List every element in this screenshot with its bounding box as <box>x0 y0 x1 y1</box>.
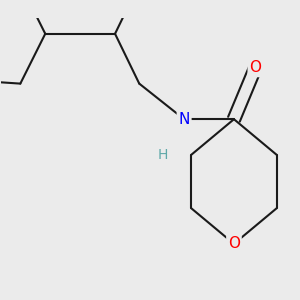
Text: H: H <box>158 148 168 162</box>
Text: N: N <box>178 112 190 127</box>
Text: O: O <box>228 236 240 251</box>
Text: O: O <box>249 61 261 76</box>
